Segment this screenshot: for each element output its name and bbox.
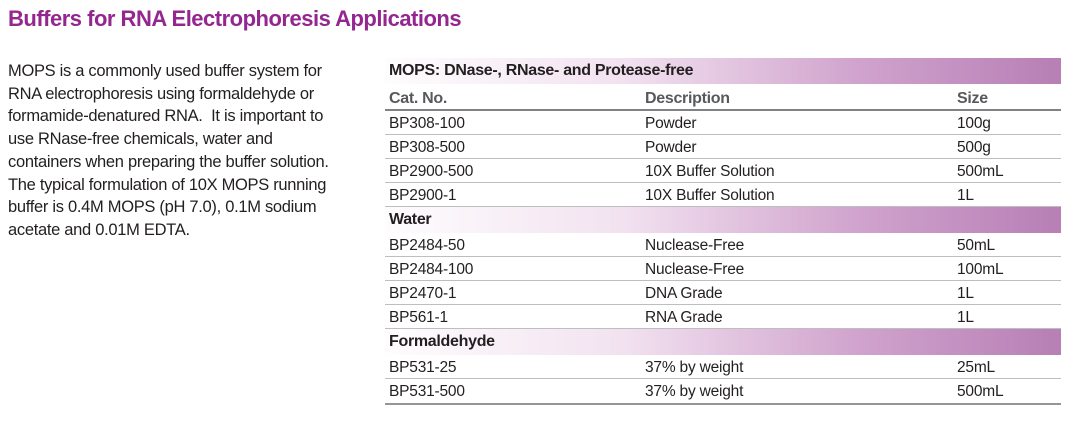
column-header-cat-no: Cat. No. (389, 90, 448, 107)
table-row: BP308-100 Powder 100g (385, 111, 1061, 135)
table-row: BP308-500 Powder 500g (385, 135, 1061, 159)
cell-cat-no: BP561-1 (389, 309, 448, 326)
product-table: MOPS: DNase-, RNase- and Protease-free C… (385, 58, 1061, 405)
cell-size: 25mL (957, 359, 995, 376)
cell-description: Powder (645, 139, 697, 156)
cell-cat-no: BP308-100 (389, 115, 465, 132)
cell-size: 50mL (957, 237, 995, 254)
cell-cat-no: BP308-500 (389, 139, 465, 156)
section-title: MOPS: DNase-, RNase- and Protease-free (389, 62, 694, 79)
table-row: BP561-1 RNA Grade 1L (385, 305, 1061, 329)
table-row: BP2900-500 10X Buffer Solution 500mL (385, 159, 1061, 183)
page-title: Buffers for RNA Electrophoresis Applicat… (8, 6, 462, 31)
section-title: Formaldehyde (389, 333, 495, 350)
table-row: BP531-500 37% by weight 500mL (385, 379, 1061, 403)
cell-size: 100mL (957, 261, 1004, 278)
cell-description: Nuclease-Free (645, 237, 745, 254)
column-header-row: Cat. No. Description Size (385, 84, 1061, 111)
table-row: BP2900-1 10X Buffer Solution 1L (385, 183, 1061, 207)
section-rows-formaldehyde: BP531-25 37% by weight 25mL BP531-500 37% by… (385, 355, 1061, 403)
cell-size: 1L (957, 187, 974, 204)
section-rows-water: BP2484-50 Nuclease-Free 50mL BP2484-100 Nucl… (385, 233, 1061, 329)
section-rows-mops: BP308-100 Powder 100g BP308-500 Powder 500g BP… (385, 111, 1061, 207)
cell-cat-no: BP2900-1 (389, 187, 457, 204)
section-title: Water (389, 211, 432, 228)
cell-description: 37% by weight (645, 383, 744, 400)
cell-cat-no: BP2900-500 (389, 163, 474, 180)
cell-cat-no: BP2470-1 (389, 285, 457, 302)
cell-description: 37% by weight (645, 359, 744, 376)
column-header-description: Description (645, 90, 730, 107)
cell-size: 500mL (957, 163, 1004, 180)
cell-cat-no: BP2484-50 (389, 237, 465, 254)
cell-cat-no: BP531-25 (389, 359, 457, 376)
table-row: BP2470-1 DNA Grade 1L (385, 281, 1061, 305)
section-header-mops: MOPS: DNase-, RNase- and Protease-free (385, 58, 1061, 84)
cell-description: 10X Buffer Solution (645, 163, 775, 180)
cell-description: 10X Buffer Solution (645, 187, 775, 204)
cell-description: Nuclease-Free (645, 261, 745, 278)
cell-size: 100g (957, 115, 991, 132)
cell-description: RNA Grade (645, 309, 723, 326)
cell-size: 500mL (957, 383, 1004, 400)
table-row: BP2484-100 Nuclease-Free 100mL (385, 257, 1061, 281)
column-header-size: Size (957, 90, 988, 107)
section-header-formaldehyde: Formaldehyde (385, 329, 1061, 355)
cell-size: 500g (957, 139, 991, 156)
cell-size: 1L (957, 309, 974, 326)
cell-description: DNA Grade (645, 285, 723, 302)
table-row: BP531-25 37% by weight 25mL (385, 355, 1061, 379)
section-header-water: Water (385, 207, 1061, 233)
cell-cat-no: BP531-500 (389, 383, 465, 400)
intro-paragraph: MOPS is a commonly used buffer system fo… (8, 62, 329, 239)
table-row: BP2484-50 Nuclease-Free 50mL (385, 233, 1061, 257)
cell-size: 1L (957, 285, 974, 302)
cell-cat-no: BP2484-100 (389, 261, 474, 278)
cell-description: Powder (645, 115, 697, 132)
